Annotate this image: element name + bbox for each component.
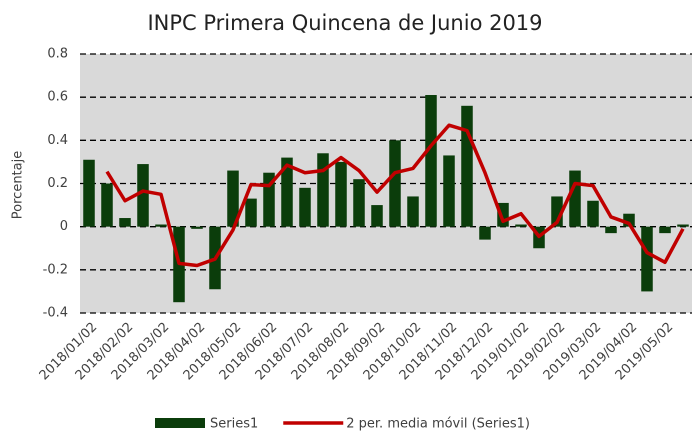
- bar: [425, 95, 437, 227]
- legend-label: Series1: [210, 417, 258, 432]
- legend-swatch: [155, 418, 205, 428]
- bar: [443, 155, 455, 227]
- bar: [137, 164, 149, 227]
- bar: [101, 183, 113, 227]
- bar: [299, 187, 311, 227]
- bar: [353, 179, 365, 227]
- bar: [317, 153, 329, 227]
- y-tick-label: 0.6: [47, 90, 68, 105]
- bar: [335, 161, 347, 227]
- bar: [569, 170, 581, 227]
- y-tick-label: -0.4: [43, 306, 68, 321]
- y-tick-label: 0.8: [47, 47, 68, 62]
- bar: [497, 202, 509, 227]
- bar: [119, 218, 131, 227]
- line: [105, 123, 685, 268]
- bar: [623, 213, 635, 227]
- bar: [479, 226, 491, 240]
- y-tick-label: 0: [60, 219, 68, 234]
- bar: [461, 105, 473, 227]
- bar: [587, 200, 599, 227]
- bar: [281, 157, 293, 227]
- bar: [227, 170, 239, 227]
- y-tick-label: 0.4: [47, 133, 68, 148]
- y-axis-label: Porcentaje: [11, 151, 26, 219]
- bar: [551, 196, 563, 227]
- bar: [515, 224, 527, 227]
- chart-title: INPC Primera Quincena de Junio 2019: [147, 11, 542, 35]
- bar: [191, 226, 203, 229]
- y-tick-label: -0.2: [43, 262, 68, 277]
- bar: [659, 226, 671, 234]
- bar: [83, 159, 95, 227]
- bar: [389, 140, 401, 227]
- bar: [263, 172, 275, 227]
- bar: [677, 224, 689, 227]
- bar: [407, 196, 419, 227]
- bar: [155, 224, 167, 227]
- bar: [641, 226, 653, 292]
- bar: [605, 226, 617, 234]
- bar: [245, 198, 257, 227]
- legend-label: 2 per. media móvil (Series1): [346, 417, 530, 432]
- y-tick-label: 0.2: [47, 176, 68, 191]
- bar: [371, 205, 383, 227]
